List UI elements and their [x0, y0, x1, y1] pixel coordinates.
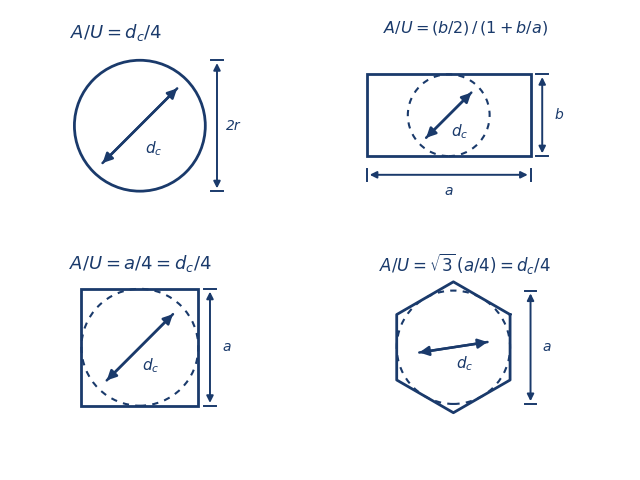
Text: a: a — [543, 340, 551, 354]
Text: a: a — [444, 184, 453, 198]
Bar — [81, 289, 198, 406]
Bar — [367, 74, 531, 156]
Text: $A/U = a/4 = d_c/4$: $A/U = a/4 = d_c/4$ — [68, 252, 211, 274]
Text: $d_c$: $d_c$ — [142, 357, 159, 375]
Text: b: b — [554, 108, 563, 122]
Text: $d_c$: $d_c$ — [451, 122, 468, 141]
Text: $A/U = d_c/4$: $A/U = d_c/4$ — [70, 22, 163, 43]
Text: $d_c$: $d_c$ — [456, 354, 473, 373]
Text: a: a — [222, 340, 230, 354]
Text: $A/U = \sqrt{3}\,(a/4) = d_c/4$: $A/U = \sqrt{3}\,(a/4) = d_c/4$ — [379, 251, 551, 276]
Text: 2r: 2r — [226, 119, 241, 132]
Text: $d_c$: $d_c$ — [145, 140, 162, 158]
Text: $A/U = (b/2)\,/\,(1+b/a)$: $A/U = (b/2)\,/\,(1+b/a)$ — [383, 19, 548, 36]
